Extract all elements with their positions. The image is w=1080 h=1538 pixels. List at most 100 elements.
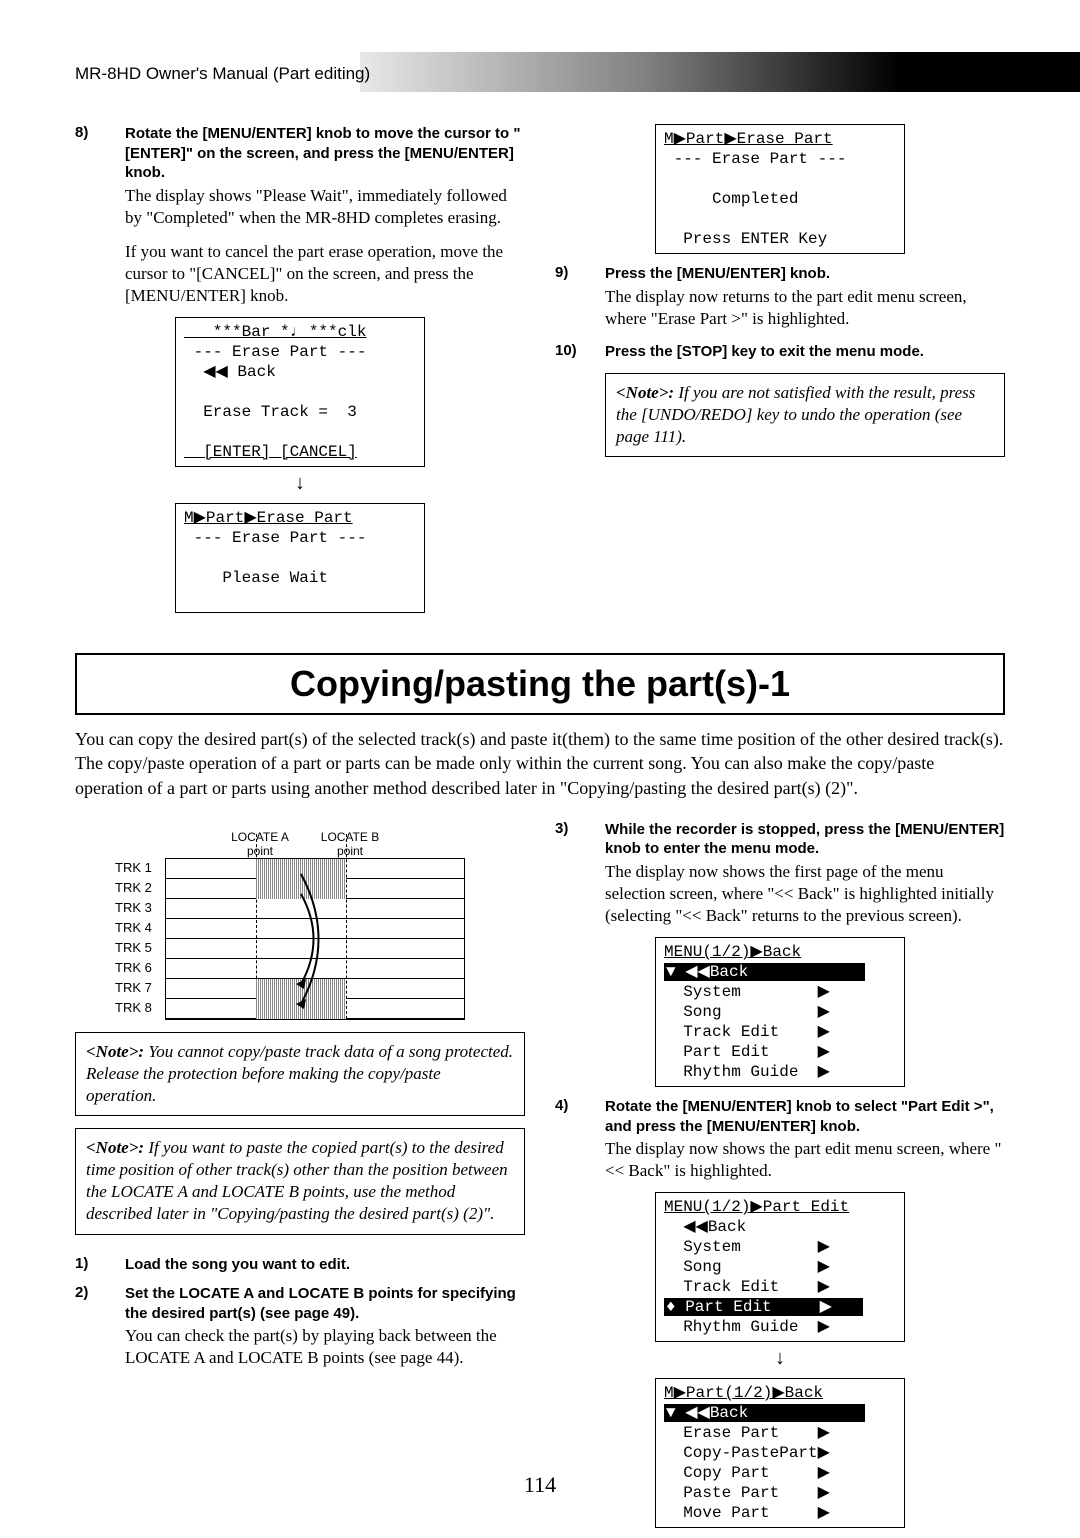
section-title: Copying/pasting the part(s)-1 <box>91 663 989 705</box>
step-10-bold: Press the [STOP] key to exit the menu mo… <box>605 342 1005 362</box>
lcdm-l7: Rhythm Guide ▶ <box>664 1063 830 1081</box>
lcdp-l7: Move Part ▶ <box>664 1504 830 1522</box>
lcd1-l5: Erase Track = 3 <box>184 403 357 421</box>
lcdm-l3: System ▶ <box>664 983 830 1001</box>
step-3-bold: While the recorder is stopped, press the… <box>605 820 1005 859</box>
arrow-icon: ↓ <box>75 473 525 493</box>
lower-columns: LOCATE A point LOCATE B point TRK 1 TRK … <box>75 820 1005 1538</box>
lcd3-l6: Press ENTER Key <box>664 230 827 248</box>
lcdm2-l3: System ▶ <box>664 1238 830 1256</box>
lcd2-l2: --- Erase Part --- <box>184 529 366 547</box>
lcdm-l4: Song ▶ <box>664 1003 830 1021</box>
arrow-icon: ↓ <box>555 1348 1005 1368</box>
locate-a-label: LOCATE A point <box>215 830 305 858</box>
lcd1-l7: [ENTER] [CANCEL] <box>184 443 357 461</box>
note-paste-position: <Note>: If you want to paste the copied … <box>75 1128 525 1234</box>
lcdp-l4: Copy-PastePart▶ <box>664 1444 830 1462</box>
note-label: <Note>: <box>86 1042 144 1061</box>
note-protected-text: You cannot copy/paste track data of a so… <box>86 1042 513 1105</box>
lcd1-l1: ***Bar *♩ ***clk <box>184 323 366 341</box>
section-title-box: Copying/pasting the part(s)-1 <box>75 653 1005 715</box>
step-1-num: 1) <box>75 1255 125 1275</box>
step-3-num: 3) <box>555 820 605 927</box>
step-9: 9) Press the [MENU/ENTER] knob. The disp… <box>555 264 1005 330</box>
lcd1-l2: --- Erase Part --- <box>184 343 366 361</box>
step-2-num: 2) <box>75 1284 125 1369</box>
step-9-num: 9) <box>555 264 605 330</box>
lcd3-l2: --- Erase Part --- <box>664 150 846 168</box>
section-intro: You can copy the desired part(s) of the … <box>75 727 1005 800</box>
lcdm2-l4: Song ▶ <box>664 1258 830 1276</box>
step-9-text: The display now returns to the part edit… <box>605 286 1005 330</box>
page-header: MR-8HD Owner's Manual (Part editing) <box>75 64 1005 84</box>
locate-b-label: LOCATE B point <box>305 830 395 858</box>
shaded-region <box>256 999 346 1019</box>
lcdm2-l2: ◀◀Back <box>664 1218 746 1236</box>
step-10-num: 10) <box>555 342 605 362</box>
note-undo: <Note>: If you are not satisfied with th… <box>605 373 1005 457</box>
lcd-please-wait: M▶Part▶Erase Part --- Erase Part --- Ple… <box>175 503 425 613</box>
track-diagram: LOCATE A point LOCATE B point TRK 1 TRK … <box>115 830 525 1020</box>
page-number: 114 <box>0 1472 1080 1498</box>
track-grid <box>165 858 465 1020</box>
step-8-num: 8) <box>75 124 125 307</box>
lcdm2-l5: Track Edit ▶ <box>664 1278 830 1296</box>
lcdm-l6: Part Edit ▶ <box>664 1043 830 1061</box>
lcd-menu-back: MENU(1/2)▶Back ▼ ◀◀Back System ▶ Song ▶ … <box>655 937 905 1087</box>
lcd-completed: M▶Part▶Erase Part --- Erase Part --- Com… <box>655 124 905 254</box>
trk-label: TRK 7 <box>115 978 165 998</box>
lcdm2-l1: MENU(1/2)▶Part Edit <box>664 1198 849 1216</box>
lcdm2-l6: ♦ Part Edit ▶ <box>664 1298 863 1316</box>
upper-columns: 8) Rotate the [MENU/ENTER] knob to move … <box>75 124 1005 623</box>
note-label: <Note>: <box>616 383 674 402</box>
note-protected: <Note>: You cannot copy/paste track data… <box>75 1032 525 1116</box>
lcd2-l1: M▶Part▶Erase Part <box>184 509 353 527</box>
lcdp-l1: M▶Part(1/2)▶Back <box>664 1384 823 1402</box>
step-4: 4) Rotate the [MENU/ENTER] knob to selec… <box>555 1097 1005 1182</box>
note-label: <Note>: <box>86 1138 144 1157</box>
trk-label: TRK 3 <box>115 898 165 918</box>
note-paste-text: If you want to paste the copied part(s) … <box>86 1138 508 1223</box>
lcdp-l3: Erase Part ▶ <box>664 1424 830 1442</box>
lcd-part-menu: M▶Part(1/2)▶Back ▼ ◀◀Back Erase Part ▶ C… <box>655 1378 905 1528</box>
right-column-upper: M▶Part▶Erase Part --- Erase Part --- Com… <box>555 124 1005 623</box>
step-3-text: The display now shows the first page of … <box>605 861 1005 927</box>
lcdm-l2: ▼ ◀◀Back <box>664 963 865 981</box>
step-9-bold: Press the [MENU/ENTER] knob. <box>605 264 1005 284</box>
right-column-lower: 3) While the recorder is stopped, press … <box>555 820 1005 1538</box>
lcd-erase-enter: ***Bar *♩ ***clk --- Erase Part --- ◀◀ B… <box>175 317 425 467</box>
step-3: 3) While the recorder is stopped, press … <box>555 820 1005 927</box>
lcd1-l3: ◀◀ Back <box>184 363 276 381</box>
trk-label: TRK 2 <box>115 878 165 898</box>
lcd3-l1: M▶Part▶Erase Part <box>664 130 833 148</box>
locate-labels: LOCATE A point LOCATE B point <box>165 830 525 858</box>
step-10: 10) Press the [STOP] key to exit the men… <box>555 342 1005 362</box>
step-8: 8) Rotate the [MENU/ENTER] knob to move … <box>75 124 525 307</box>
step-2-bold: Set the LOCATE A and LOCATE B points for… <box>125 1284 525 1323</box>
step-4-num: 4) <box>555 1097 605 1182</box>
lcd2-l4: Please Wait <box>184 569 328 587</box>
lcd3-l4: Completed <box>664 190 798 208</box>
header-title: MR-8HD Owner's Manual (Part editing) <box>75 64 370 83</box>
trk-label: TRK 8 <box>115 998 165 1018</box>
step-8-bold: Rotate the [MENU/ENTER] knob to move the… <box>125 124 525 183</box>
step-2: 2) Set the LOCATE A and LOCATE B points … <box>75 1284 525 1369</box>
step-2-text: You can check the part(s) by playing bac… <box>125 1325 525 1369</box>
track-names: TRK 1 TRK 2 TRK 3 TRK 4 TRK 5 TRK 6 TRK … <box>115 858 165 1018</box>
left-column-lower: LOCATE A point LOCATE B point TRK 1 TRK … <box>75 820 525 1538</box>
lcd-menu-partedit: MENU(1/2)▶Part Edit ◀◀Back System ▶ Song… <box>655 1192 905 1342</box>
trk-label: TRK 1 <box>115 858 165 878</box>
step-4-text: The display now shows the part edit menu… <box>605 1138 1005 1182</box>
trk-label: TRK 5 <box>115 938 165 958</box>
lcdm2-l7: Rhythm Guide ▶ <box>664 1318 830 1336</box>
trk-label: TRK 6 <box>115 958 165 978</box>
step-8-text2: If you want to cancel the part erase ope… <box>125 241 525 307</box>
trk-label: TRK 4 <box>115 918 165 938</box>
step-8-text1: The display shows "Please Wait", immedia… <box>125 185 525 229</box>
lcdm-l5: Track Edit ▶ <box>664 1023 830 1041</box>
shaded-region <box>256 979 346 999</box>
step-1-bold: Load the song you want to edit. <box>125 1255 525 1275</box>
shaded-region <box>256 859 346 879</box>
left-column-upper: 8) Rotate the [MENU/ENTER] knob to move … <box>75 124 525 623</box>
lcdm-l1: MENU(1/2)▶Back <box>664 943 801 961</box>
